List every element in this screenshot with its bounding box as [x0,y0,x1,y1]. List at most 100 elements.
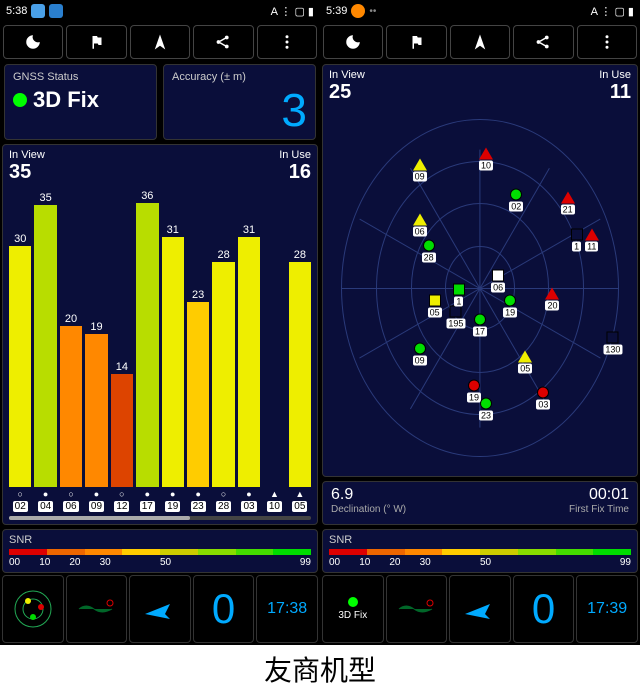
bar-rect [9,246,31,488]
satellite-id: 20 [545,301,559,311]
satellite: 17 [473,313,487,336]
satellite-id: 21 [561,205,575,215]
share-button[interactable] [513,25,573,59]
bar-marker: ● [145,489,150,499]
satellite: 21 [561,192,575,215]
satellite-id: 05 [428,308,442,318]
bar-value: 28 [217,249,229,261]
bar-id: 12 [114,501,129,512]
bar-id: 28 [216,501,231,512]
bar-rect [238,237,260,487]
bar-rect [162,237,184,487]
gnss-value: 3D Fix [33,87,99,113]
skyplot-panel[interactable]: In ViewIn Use 2511 091002210628111060519… [322,64,638,477]
gnss-status-panel[interactable]: GNSS Status 3D Fix [4,64,157,140]
status-right: A ⋮ ▢ ▮ [591,5,634,18]
snr-gradient [9,549,311,555]
bar-id: 06 [63,501,78,512]
bar-marker: ▲ [295,489,304,499]
satellite-marker [474,313,486,325]
satellite-marker [450,306,462,318]
satellite-marker [480,398,492,410]
flag-button[interactable] [386,25,446,59]
right-screen: 5:39 •• A ⋮ ▢ ▮ In ViewIn Use 2511 09100… [320,0,640,645]
menu-button[interactable] [577,25,637,59]
bar-rect [34,205,56,487]
satellite-id: 1 [572,242,581,252]
satellite: 19 [503,295,517,318]
bar-value: 20 [65,313,77,325]
bar-value: 30 [14,233,26,245]
bar-rect [212,262,234,487]
toolbar [320,22,640,62]
satellite-id: 1 [454,297,463,307]
bar-id: 02 [13,501,28,512]
clock-thumb[interactable]: 17:38 [256,575,318,643]
compass-thumb[interactable] [129,575,191,643]
satellite-id: 11 [585,242,598,252]
satellite-id: 06 [491,282,505,292]
bottom-row: 3D Fix 0 17:39 [320,575,640,645]
flag-button[interactable] [66,25,126,59]
satellite-marker [571,229,583,241]
snr-ticks: 001020305099 [9,557,311,568]
speed-thumb[interactable]: 0 [513,575,575,643]
satellite: 28 [422,240,436,263]
compass-thumb[interactable] [449,575,511,643]
satellite-marker [413,159,427,171]
in-view-label: In View [329,69,365,81]
satellite-marker [585,229,599,241]
moon-button[interactable] [323,25,383,59]
bar-id: 19 [165,501,180,512]
status-thumb[interactable]: 3D Fix [322,575,384,643]
in-use-value: 11 [610,81,631,104]
bar-column: 23●23 [187,190,209,512]
map-thumb[interactable] [386,575,448,643]
in-view-value: 25 [329,81,351,104]
satellite: 05 [518,350,532,373]
fix-time-label: First Fix Time [569,504,629,515]
bar-column: 28○28 [212,190,234,512]
fix-dot [13,93,27,107]
bars-scrollbar[interactable] [9,516,311,520]
in-use-value: 16 [289,161,311,184]
skyplot-thumb[interactable] [2,575,64,643]
status-icon [31,4,45,18]
bar-marker: ○ [119,489,124,499]
bar-column: 35●04 [34,190,56,512]
declination-panel[interactable]: 6.9Declination (° W) 00:01First Fix Time [322,481,638,525]
satellite-marker [453,284,465,296]
gnss-label: GNSS Status [13,71,148,83]
satellite-id: 23 [479,411,493,421]
signal-bars-panel[interactable]: In ViewIn Use 3516 30○0235●0420○0619●091… [2,144,318,525]
map-thumb[interactable] [66,575,128,643]
satellite-marker [423,240,435,252]
satellite: 06 [491,269,505,292]
nav-button[interactable] [450,25,510,59]
share-button[interactable] [193,25,253,59]
satellite-marker [492,269,504,281]
bar-column: 14 ○ 12 [111,190,133,512]
satellite: 03 [536,387,550,410]
bar-value: 35 [40,192,52,204]
speed-thumb[interactable]: 0 [193,575,255,643]
bar-column: 31●19 [162,190,184,512]
satellite-id: 19 [503,308,517,318]
bar-value: 19 [90,321,102,333]
satellite-id: 09 [413,356,427,366]
bar-value: 36 [141,190,153,202]
moon-button[interactable] [3,25,63,59]
clock-thumb[interactable]: 17:39 [576,575,638,643]
satellite-marker [479,148,493,160]
accuracy-panel[interactable]: Accuracy (± m) 3 [163,64,316,140]
bar-marker: ● [246,489,251,499]
satellite: 20 [545,288,559,311]
bar-id: 04 [38,501,53,512]
status-right: A ⋮ ▢ ▮ [271,5,314,18]
nav-button[interactable] [130,25,190,59]
menu-button[interactable] [257,25,317,59]
bar-value: 14 [116,361,128,373]
toolbar [0,22,320,62]
in-use-label: In Use [599,69,631,81]
bar-value: 28 [294,249,306,261]
